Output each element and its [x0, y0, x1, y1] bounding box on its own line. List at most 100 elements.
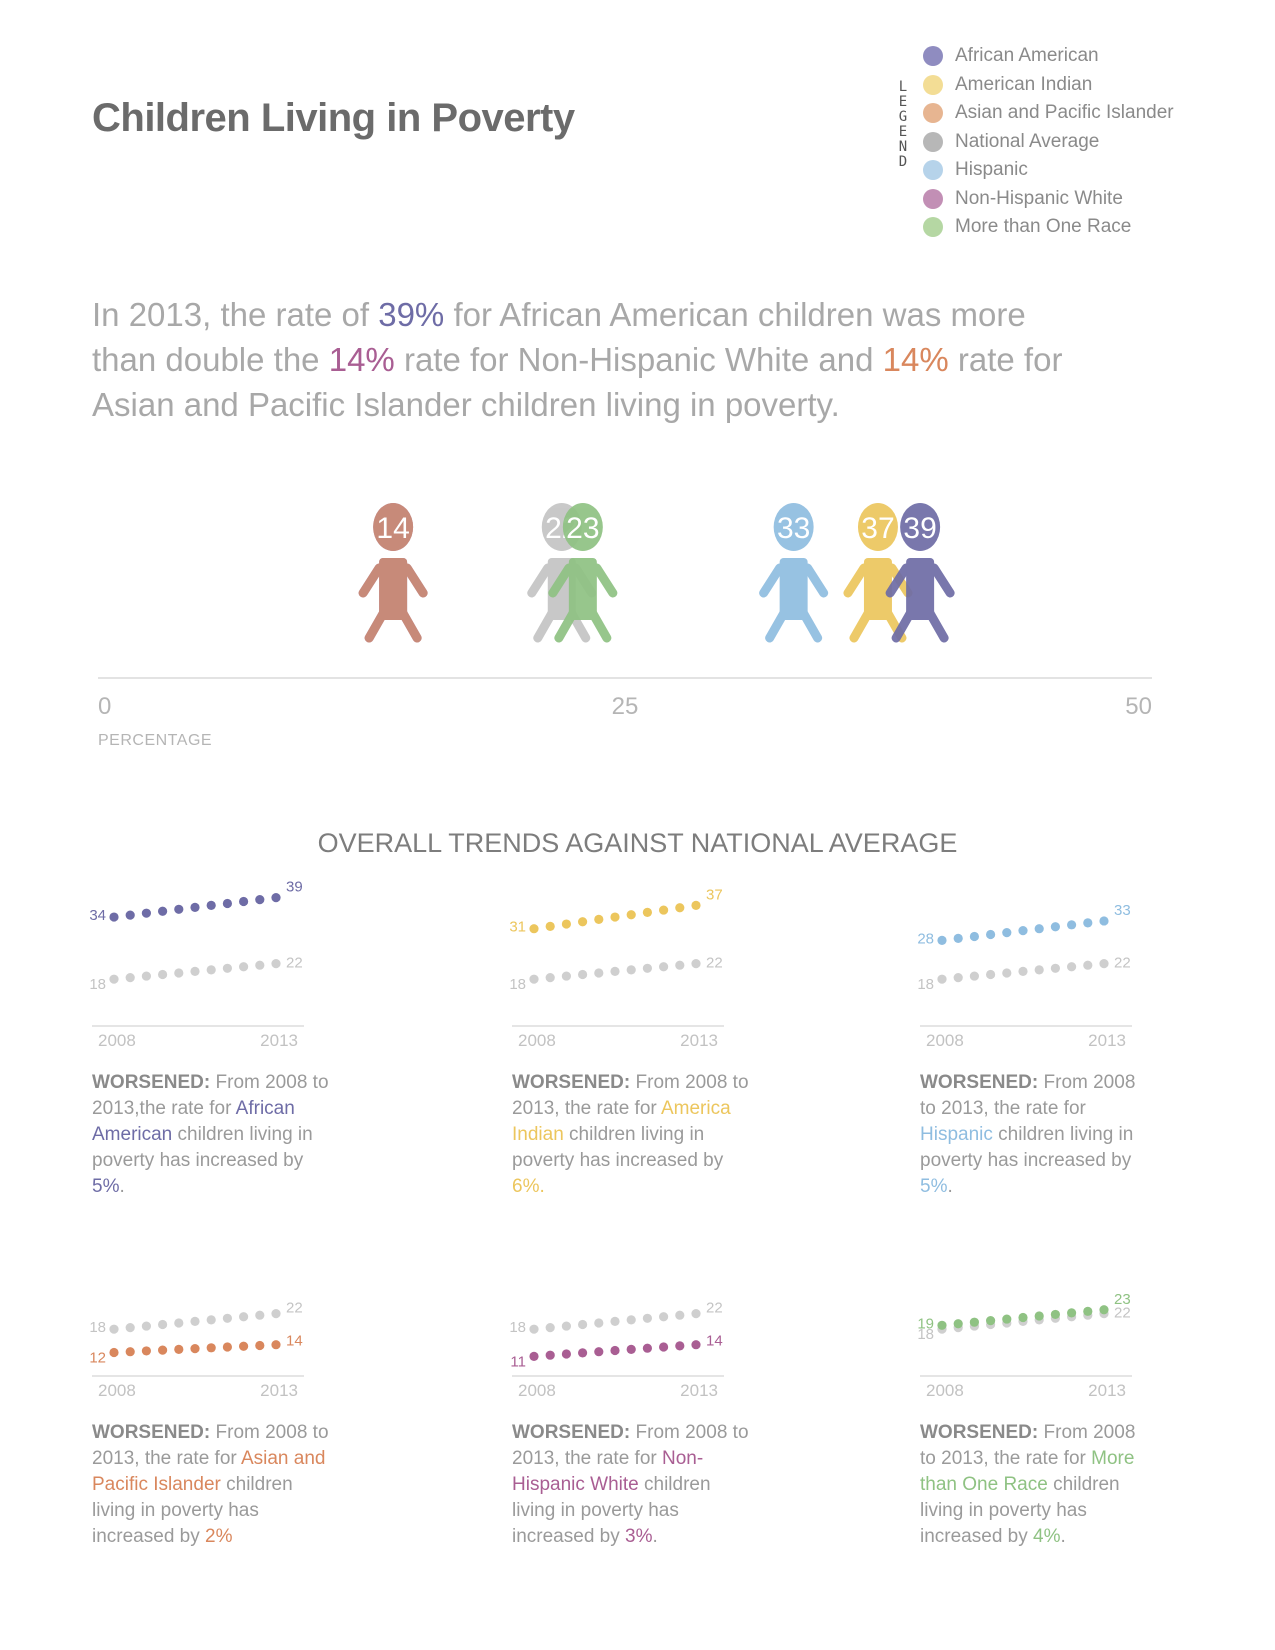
legend-label: Non-Hispanic White: [955, 187, 1123, 209]
trend-text: children living in poverty has increased…: [92, 1474, 293, 1547]
legend-item: National Average: [923, 130, 1099, 154]
national-average-dot: [561, 1321, 571, 1331]
national-average-dot: [642, 1313, 652, 1323]
group-dot: [969, 931, 979, 942]
trend-chart: 11 14 18 22 2008 2013: [509, 1300, 724, 1400]
person-head: [773, 503, 814, 551]
national-average-dot: [545, 1323, 555, 1333]
group-dot: [141, 908, 151, 918]
national-average-dot: [1034, 965, 1044, 975]
trend-group-name: Non-Hispanic White: [512, 1448, 704, 1495]
group-dot: [659, 1342, 669, 1352]
national-average-dot: [659, 962, 669, 972]
trend-status: WORSENED:: [512, 1422, 631, 1443]
national-average-dot: [529, 974, 539, 984]
x-start-year: 2008: [98, 1381, 136, 1400]
national-average-dot: [239, 962, 249, 972]
national-average-dot: [158, 1319, 168, 1330]
group-dot: [642, 1343, 652, 1353]
group-dot: [675, 1341, 685, 1351]
group-dot: [578, 1348, 588, 1358]
national-end-label: 22: [1114, 955, 1131, 972]
x-start-year: 2008: [98, 1031, 136, 1050]
national-average-dot: [937, 974, 947, 984]
national-average-dot: [125, 973, 135, 983]
trend-status: WORSENED:: [92, 1422, 211, 1443]
value-label: 23: [566, 512, 599, 545]
x-end-year: 2013: [680, 1031, 718, 1050]
national-start-label: 18: [89, 1319, 106, 1336]
group-dot: [1067, 920, 1077, 930]
national-average-dot: [691, 1309, 701, 1319]
group-dot: [271, 1340, 281, 1350]
trend-change-value: 5%: [92, 1176, 120, 1197]
legend-label: American Indian: [955, 73, 1093, 95]
group-dot: [109, 1347, 119, 1358]
trend-text: From 2008 to 2013, the rate for: [512, 1072, 749, 1119]
person-mark: [548, 503, 618, 643]
national-average-dot: [141, 1321, 151, 1331]
trend-description: WORSENED: From 2008 to 2013, the rate fo…: [512, 1070, 752, 1200]
national-average-dot: [125, 1323, 135, 1333]
person-mark: [885, 503, 955, 643]
end-value-label: 14: [706, 1333, 723, 1350]
group-dot: [986, 929, 996, 940]
trend-text: From 2008 to 2013, the rate for: [920, 1072, 1136, 1119]
x-start-year: 2008: [926, 1381, 964, 1400]
national-average-dot: [255, 960, 265, 970]
end-value-label: 14: [286, 1333, 303, 1350]
group-dot: [1083, 1306, 1093, 1316]
trend-chart: 34 39 18 22 2008 2013: [89, 879, 304, 1050]
trend-text: children living in poverty has increased…: [920, 1124, 1134, 1171]
national-average-dot: [174, 968, 184, 978]
group-dot: [545, 921, 555, 931]
value-label: 14: [376, 512, 409, 545]
national-average-dot: [626, 965, 636, 975]
start-value-label: 19: [917, 1315, 934, 1332]
trend-description: WORSENED: From 2008 to 2013, the rate fo…: [920, 1420, 1150, 1550]
group-dot: [158, 906, 168, 916]
group-dot: [125, 910, 135, 920]
trend-change-value: 3%: [625, 1526, 653, 1547]
group-dot: [561, 919, 571, 929]
trend-text: From 2008 to 2013, the rate for: [92, 1422, 329, 1469]
group-dot: [239, 1341, 249, 1351]
x-start-year: 2008: [518, 1031, 556, 1050]
end-value-label: 33: [1114, 902, 1131, 919]
group-dot: [986, 1316, 996, 1326]
group-dot: [255, 1340, 265, 1351]
x-start-year: 2008: [926, 1031, 964, 1050]
national-average-dot: [691, 959, 701, 969]
trend-change-value: 2%: [205, 1526, 233, 1547]
national-average-dot: [1067, 962, 1077, 972]
legend-item: Hispanic: [923, 158, 1028, 182]
national-average-dot: [271, 1309, 281, 1319]
group-dot: [594, 914, 604, 924]
trend-status: WORSENED:: [92, 1072, 211, 1093]
start-value-label: 12: [89, 1349, 106, 1366]
trend-chart: 19 23 18 22 2008 2013: [917, 1291, 1132, 1400]
person-head: [900, 503, 941, 551]
group-dot: [1034, 1311, 1044, 1321]
x-tick-label: 50: [1125, 693, 1152, 720]
national-start-label: 18: [509, 1319, 526, 1336]
group-dot: [626, 1344, 636, 1354]
trends-title: OVERALL TRENDS AGAINST NATIONAL AVERAGE: [317, 828, 958, 858]
legend-heading-letter: D: [898, 154, 908, 170]
trend-chart: 28 33 18 22 2008 2013: [917, 902, 1132, 1050]
trend-text: children living in poverty has increased…: [512, 1124, 724, 1171]
group-dot: [1002, 927, 1012, 938]
legend-swatch: [923, 160, 943, 180]
legend-swatch: [923, 103, 943, 123]
group-dot: [642, 907, 652, 917]
headline-value-african-american: 39%: [378, 296, 445, 333]
national-average-dot: [222, 1313, 232, 1323]
x-end-year: 2013: [260, 1381, 298, 1400]
group-dot: [158, 1345, 168, 1355]
national-average-dot: [206, 965, 216, 975]
group-dot: [594, 1347, 604, 1357]
national-average-dot: [1099, 959, 1109, 969]
group-dot: [174, 1344, 184, 1354]
headline-value-non-hispanic-white: 14%: [328, 341, 395, 378]
national-average-dot: [109, 1324, 119, 1334]
